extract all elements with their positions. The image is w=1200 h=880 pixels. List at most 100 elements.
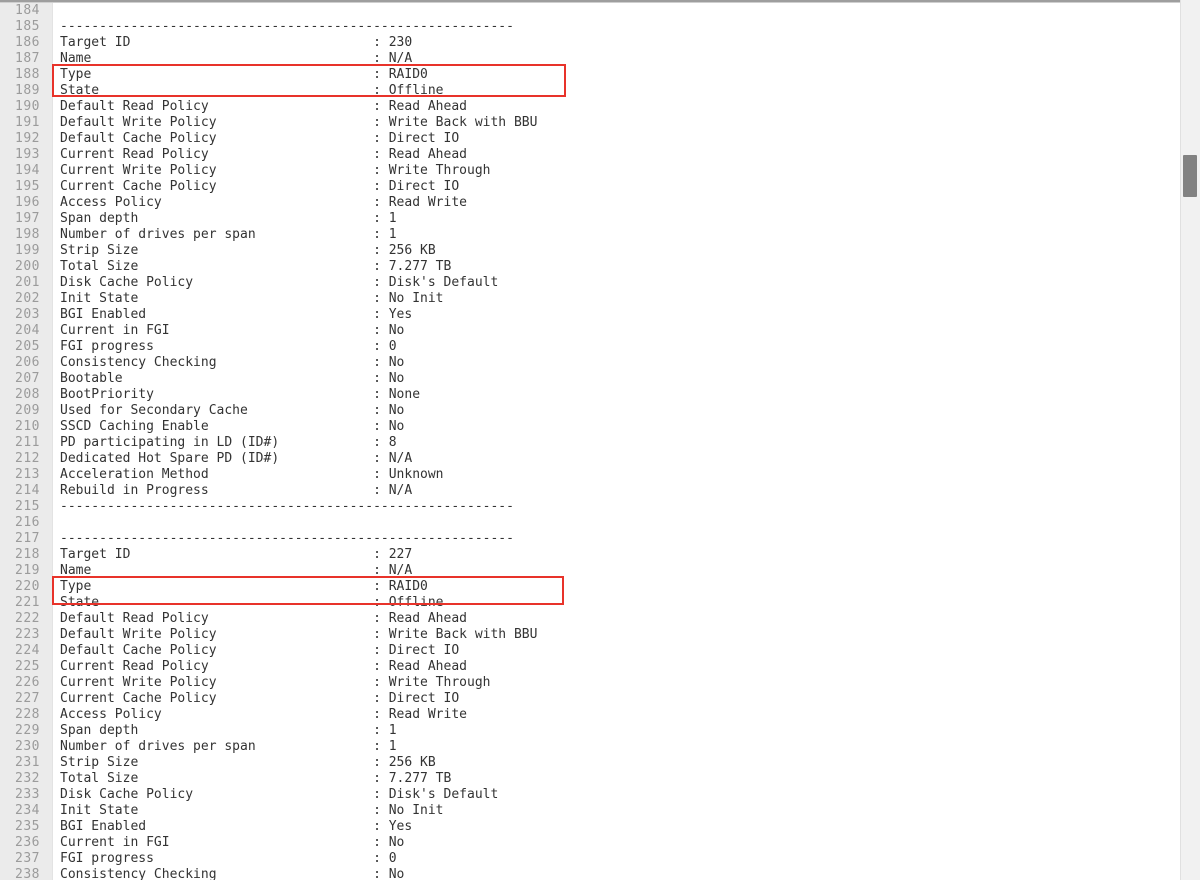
code-line[interactable]: 229 Span depth : 1 — [0, 723, 1180, 739]
code-line[interactable]: 232 Total Size : 7.277 TB — [0, 771, 1180, 787]
line-number: 188 — [15, 67, 40, 82]
code-line[interactable]: 225 Current Read Policy : Read Ahead — [0, 659, 1180, 675]
line-number: 222 — [15, 611, 40, 626]
code-line[interactable]: 189 State : Offline — [0, 83, 1180, 99]
line-number: 226 — [15, 675, 40, 690]
code-line[interactable]: 226 Current Write Policy : Write Through — [0, 675, 1180, 691]
line-number: 215 — [15, 499, 40, 514]
line-number: 196 — [15, 195, 40, 210]
code-line[interactable]: 211 PD participating in LD (ID#) : 8 — [0, 435, 1180, 451]
code-line[interactable]: 199 Strip Size : 256 KB — [0, 243, 1180, 259]
line-number: 231 — [15, 755, 40, 770]
code-line[interactable]: 191 Default Write Policy : Write Back wit… — [0, 115, 1180, 131]
line-text: PD participating in LD (ID#) : 8 — [60, 435, 397, 450]
line-text: Consistency Checking : No — [60, 867, 405, 880]
code-line[interactable]: 237 FGI progress : 0 — [0, 851, 1180, 867]
line-number: 217 — [15, 531, 40, 546]
code-line[interactable]: 208 BootPriority : None — [0, 387, 1180, 403]
code-line[interactable]: 185 -------------------------------------… — [0, 19, 1180, 35]
line-number-gutter — [0, 3, 52, 880]
code-line[interactable]: 217 -------------------------------------… — [0, 531, 1180, 547]
line-text: Default Cache Policy : Direct IO — [60, 131, 460, 146]
vertical-scrollbar-track[interactable] — [1180, 0, 1200, 880]
line-text: Default Write Policy : Write Back with B… — [60, 627, 538, 642]
code-line[interactable]: 214 Rebuild in Progress : N/A — [0, 483, 1180, 499]
code-line[interactable]: 223 Default Write Policy : Write Back wit… — [0, 627, 1180, 643]
code-line[interactable]: 194 Current Write Policy : Write Through — [0, 163, 1180, 179]
code-line[interactable]: 216 — [0, 515, 1180, 531]
line-text: Span depth : 1 — [60, 723, 397, 738]
code-line[interactable]: 209 Used for Secondary Cache : No — [0, 403, 1180, 419]
line-text: Dedicated Hot Spare PD (ID#) : N/A — [60, 451, 413, 466]
code-line[interactable]: 196 Access Policy : Read Write — [0, 195, 1180, 211]
code-line[interactable]: 219 Name : N/A — [0, 563, 1180, 579]
vertical-scrollbar-thumb[interactable] — [1183, 155, 1197, 197]
gutter-divider — [52, 3, 53, 880]
code-line[interactable]: 203 BGI Enabled : Yes — [0, 307, 1180, 323]
code-line[interactable]: 210 SSCD Caching Enable : No — [0, 419, 1180, 435]
line-text: Strip Size : 256 KB — [60, 755, 436, 770]
line-number: 209 — [15, 403, 40, 418]
code-line[interactable]: 186 Target ID : 230 — [0, 35, 1180, 51]
code-line[interactable]: 218 Target ID : 227 — [0, 547, 1180, 563]
code-line[interactable]: 231 Strip Size : 256 KB — [0, 755, 1180, 771]
line-number: 192 — [15, 131, 40, 146]
code-line[interactable]: 220 Type : RAID0 — [0, 579, 1180, 595]
code-line[interactable]: 228 Access Policy : Read Write — [0, 707, 1180, 723]
code-line[interactable]: 234 Init State : No Init — [0, 803, 1180, 819]
line-text: Current Read Policy : Read Ahead — [60, 659, 467, 674]
line-number: 230 — [15, 739, 40, 754]
code-line[interactable]: 215 -------------------------------------… — [0, 499, 1180, 515]
code-line[interactable]: 227 Current Cache Policy : Direct IO — [0, 691, 1180, 707]
code-line[interactable]: 202 Init State : No Init — [0, 291, 1180, 307]
text-editor-viewport[interactable]: 184 185 ----------------------------------… — [0, 3, 1180, 880]
line-number: 199 — [15, 243, 40, 258]
code-line[interactable]: 207 Bootable : No — [0, 371, 1180, 387]
code-line[interactable]: 204 Current in FGI : No — [0, 323, 1180, 339]
line-text: Consistency Checking : No — [60, 355, 405, 370]
code-line[interactable]: 222 Default Read Policy : Read Ahead — [0, 611, 1180, 627]
code-line[interactable]: 195 Current Cache Policy : Direct IO — [0, 179, 1180, 195]
line-number: 186 — [15, 35, 40, 50]
line-text: ----------------------------------------… — [60, 19, 514, 34]
code-line[interactable]: 190 Default Read Policy : Read Ahead — [0, 99, 1180, 115]
line-number: 227 — [15, 691, 40, 706]
code-line[interactable]: 198 Number of drives per span : 1 — [0, 227, 1180, 243]
code-line[interactable]: 206 Consistency Checking : No — [0, 355, 1180, 371]
code-line[interactable]: 233 Disk Cache Policy : Disk's Default — [0, 787, 1180, 803]
code-line[interactable]: 230 Number of drives per span : 1 — [0, 739, 1180, 755]
line-text: SSCD Caching Enable : No — [60, 419, 405, 434]
line-text: Current in FGI : No — [60, 323, 405, 338]
code-line[interactable]: 200 Total Size : 7.277 TB — [0, 259, 1180, 275]
code-line[interactable]: 184 — [0, 3, 1180, 19]
line-number: 208 — [15, 387, 40, 402]
code-line[interactable]: 238 Consistency Checking : No — [0, 867, 1180, 880]
code-line[interactable]: 212 Dedicated Hot Spare PD (ID#) : N/A — [0, 451, 1180, 467]
line-text: Target ID : 230 — [60, 35, 413, 50]
code-line[interactable]: 193 Current Read Policy : Read Ahead — [0, 147, 1180, 163]
code-content-area[interactable]: 184 185 ----------------------------------… — [0, 3, 1180, 880]
line-text: Init State : No Init — [60, 803, 444, 818]
line-text: Current Write Policy : Write Through — [60, 163, 491, 178]
code-line[interactable]: 192 Default Cache Policy : Direct IO — [0, 131, 1180, 147]
line-text: Default Read Policy : Read Ahead — [60, 99, 467, 114]
code-line[interactable]: 224 Default Cache Policy : Direct IO — [0, 643, 1180, 659]
code-line[interactable]: 187 Name : N/A — [0, 51, 1180, 67]
line-text: State : Offline — [60, 83, 444, 98]
code-line[interactable]: 221 State : Offline — [0, 595, 1180, 611]
line-text: Init State : No Init — [60, 291, 444, 306]
code-line[interactable]: 201 Disk Cache Policy : Disk's Default — [0, 275, 1180, 291]
line-number: 212 — [15, 451, 40, 466]
code-line[interactable]: 188 Type : RAID0 — [0, 67, 1180, 83]
code-line[interactable]: 205 FGI progress : 0 — [0, 339, 1180, 355]
line-number: 191 — [15, 115, 40, 130]
code-line[interactable]: 235 BGI Enabled : Yes — [0, 819, 1180, 835]
line-number: 237 — [15, 851, 40, 866]
code-line[interactable]: 213 Acceleration Method : Unknown — [0, 467, 1180, 483]
line-number: 200 — [15, 259, 40, 274]
line-text: ----------------------------------------… — [60, 499, 514, 514]
line-text: Used for Secondary Cache : No — [60, 403, 405, 418]
line-number: 228 — [15, 707, 40, 722]
code-line[interactable]: 236 Current in FGI : No — [0, 835, 1180, 851]
code-line[interactable]: 197 Span depth : 1 — [0, 211, 1180, 227]
